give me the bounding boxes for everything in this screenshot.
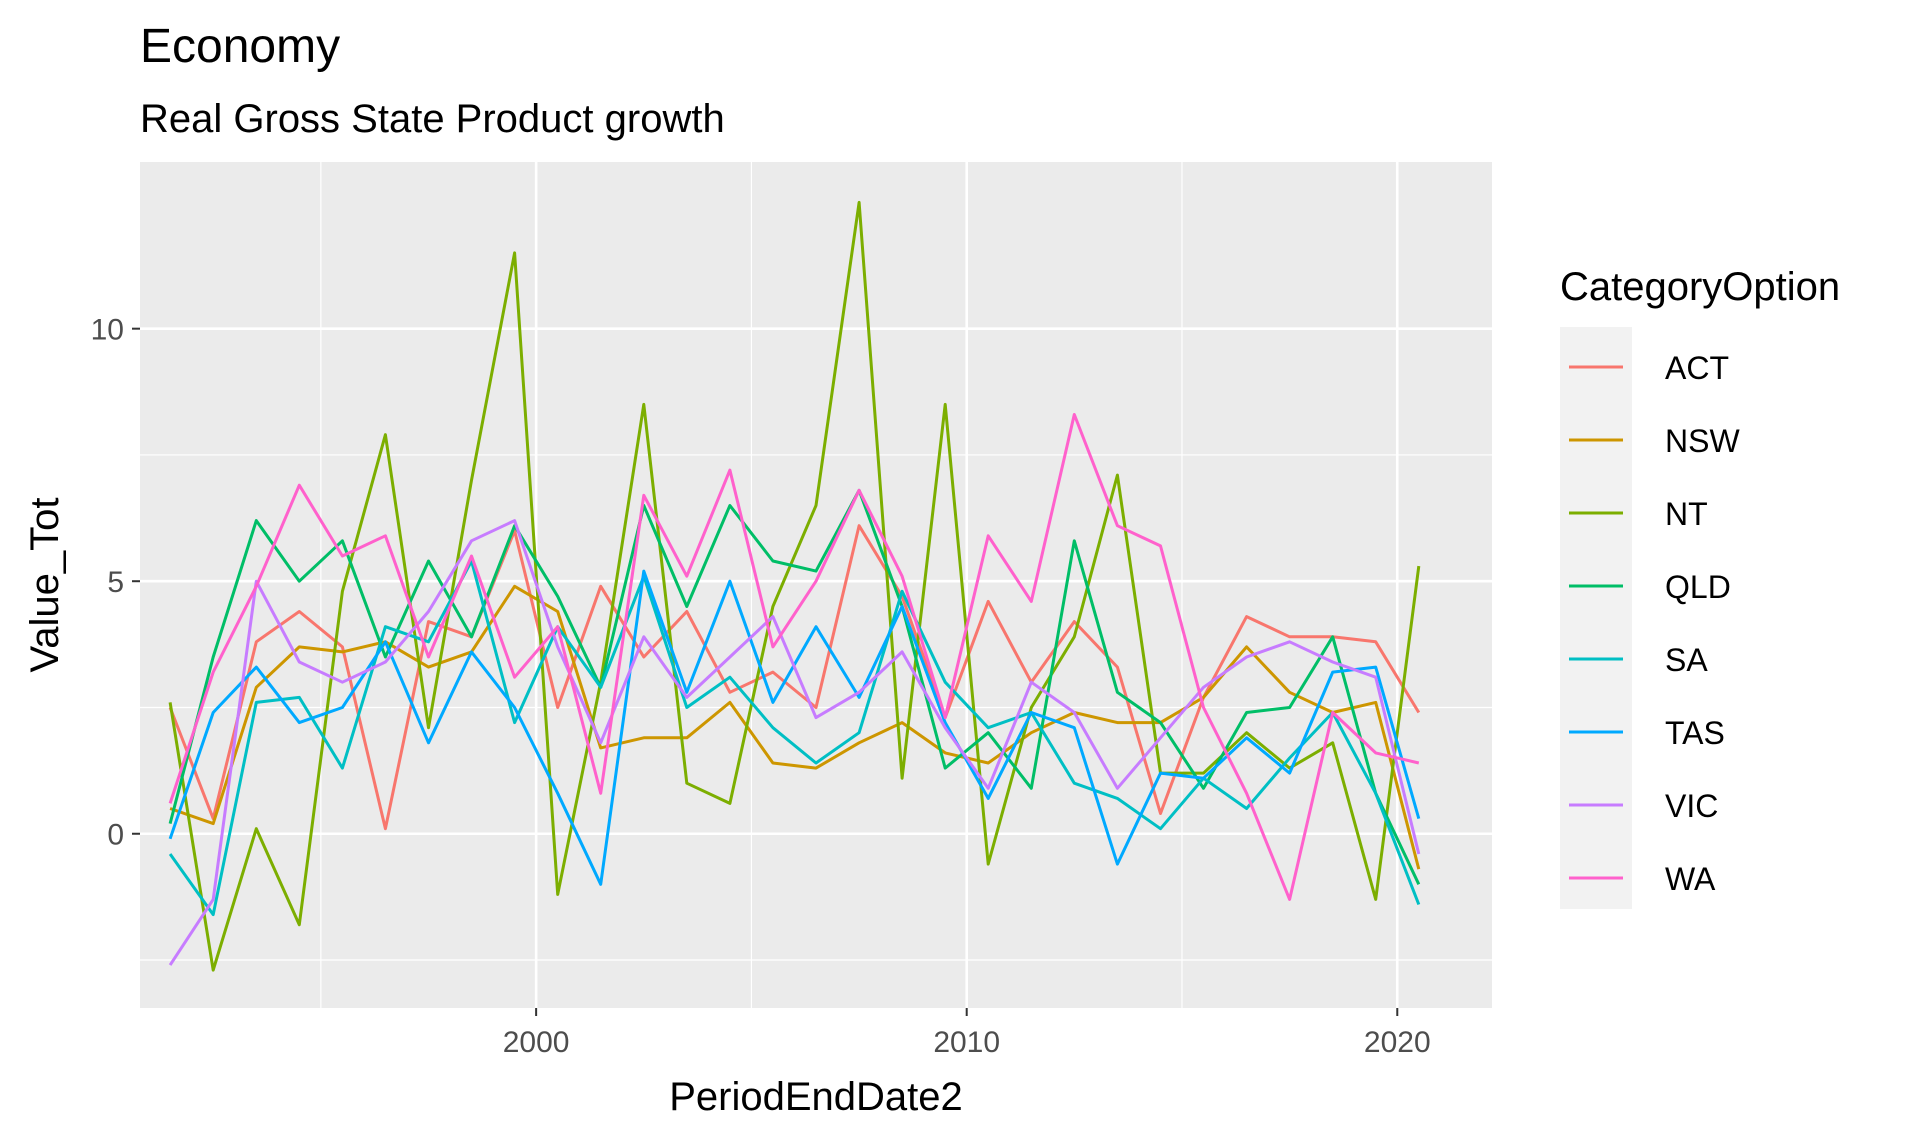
legend-label-tas: TAS (1665, 715, 1725, 751)
series-line-nsw (169, 584, 1421, 870)
series-line-wa (168, 413, 1420, 901)
x-tick-label: 2010 (933, 1026, 1000, 1059)
legend-label-act: ACT (1665, 350, 1729, 386)
y-axis-title: Value_Tot (23, 498, 67, 673)
plot-panel (140, 162, 1492, 1008)
series-line-qld (168, 488, 1421, 885)
legend: CategoryOption ACT NSW NT QLD SA TAS VIC WA (1560, 265, 1840, 909)
y-tick-label: 5 (107, 566, 124, 599)
x-tick-label: 2000 (503, 1026, 570, 1059)
chart-title: Economy (140, 20, 340, 73)
legend-title: CategoryOption (1560, 265, 1840, 309)
series-lines (168, 200, 1421, 972)
legend-label-wa: WA (1665, 861, 1716, 897)
series-line-vic (168, 519, 1421, 966)
y-tick-label: 0 (107, 819, 124, 852)
axes: 2000 2010 2020 0 5 10 (91, 314, 1431, 1059)
legend-label-sa: SA (1665, 642, 1708, 678)
legend-label-nsw: NSW (1665, 423, 1740, 459)
legend-label-nt: NT (1665, 496, 1708, 532)
x-axis-title: PeriodEndDate2 (669, 1075, 963, 1119)
chart-subtitle: Real Gross State Product growth (140, 97, 725, 141)
legend-label-qld: QLD (1665, 569, 1731, 605)
series-line-nt (168, 200, 1421, 972)
legend-key-background (1560, 327, 1632, 909)
x-tick-label: 2020 (1364, 1026, 1431, 1059)
legend-label-vic: VIC (1665, 788, 1718, 824)
y-tick-label: 10 (91, 314, 124, 347)
